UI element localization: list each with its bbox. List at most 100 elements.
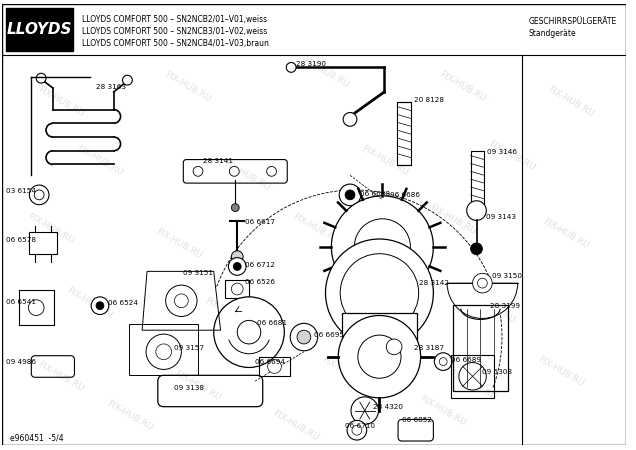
Circle shape xyxy=(478,278,487,288)
Text: 09 3143: 09 3143 xyxy=(487,215,516,220)
Text: FIX-HUB.RU: FIX-HUB.RU xyxy=(536,355,586,388)
Text: FIX-HUB.RU: FIX-HUB.RU xyxy=(321,355,370,388)
Text: LLOYDS COMFORT 500 – SN2NCB2/01–V01,weiss: LLOYDS COMFORT 500 – SN2NCB2/01–V01,weis… xyxy=(82,15,267,24)
Text: FIX-HUB.RU: FIX-HUB.RU xyxy=(360,144,409,177)
Text: 28 3199: 28 3199 xyxy=(490,303,520,309)
Circle shape xyxy=(174,294,188,308)
Text: 06 6686: 06 6686 xyxy=(391,192,420,198)
Text: 06 6695: 06 6695 xyxy=(314,332,343,338)
Circle shape xyxy=(123,75,132,85)
Wedge shape xyxy=(447,283,518,319)
Text: 28 3163: 28 3163 xyxy=(96,84,126,90)
Text: LLOYDS: LLOYDS xyxy=(6,22,72,36)
Circle shape xyxy=(343,112,357,126)
Circle shape xyxy=(232,204,239,211)
Circle shape xyxy=(386,339,402,355)
Bar xyxy=(453,305,508,391)
Text: 20 8128: 20 8128 xyxy=(414,97,444,103)
Bar xyxy=(129,324,198,375)
Text: 06 6617: 06 6617 xyxy=(245,220,275,225)
Text: 09 4986: 09 4986 xyxy=(6,359,36,365)
Circle shape xyxy=(286,63,296,72)
Bar xyxy=(451,355,494,398)
Circle shape xyxy=(345,190,355,200)
Text: FIX-HUB.RU: FIX-HUB.RU xyxy=(448,369,497,403)
Text: 28 4320: 28 4320 xyxy=(373,404,403,410)
Text: GESCHIRRSPÜLGERÄTE: GESCHIRRSPÜLGERÄTE xyxy=(529,18,617,27)
Text: 03 6154: 03 6154 xyxy=(6,188,36,194)
Bar xyxy=(342,313,417,357)
Text: LLOYDS COMFORT 500 – SN2NCB3/01–V02,weiss: LLOYDS COMFORT 500 – SN2NCB3/01–V02,weis… xyxy=(82,27,268,36)
Text: 28 3142: 28 3142 xyxy=(418,280,448,286)
Text: 09 3151: 09 3151 xyxy=(183,270,213,276)
Circle shape xyxy=(91,297,109,315)
Circle shape xyxy=(471,243,482,255)
Circle shape xyxy=(326,239,433,347)
Text: LLOYDS COMFORT 500 – SN2NCB4/01–V03,braun: LLOYDS COMFORT 500 – SN2NCB4/01–V03,brau… xyxy=(82,39,269,48)
Circle shape xyxy=(467,201,487,220)
Text: 28 3190: 28 3190 xyxy=(296,61,326,67)
Text: 28 3187: 28 3187 xyxy=(414,345,444,351)
Bar xyxy=(471,151,485,205)
Circle shape xyxy=(459,363,487,390)
Circle shape xyxy=(193,166,203,176)
Circle shape xyxy=(156,344,172,360)
Bar xyxy=(29,232,57,254)
Circle shape xyxy=(338,315,420,398)
Bar xyxy=(18,290,54,325)
Circle shape xyxy=(290,324,317,351)
Circle shape xyxy=(232,251,243,262)
Circle shape xyxy=(34,190,44,200)
Circle shape xyxy=(232,283,243,295)
Text: 06 6681: 06 6681 xyxy=(257,320,287,326)
Text: FIX-HUB.RU: FIX-HUB.RU xyxy=(203,296,252,329)
Bar xyxy=(6,8,73,51)
Bar xyxy=(226,280,249,298)
Text: FIX-HUB.RU: FIX-HUB.RU xyxy=(272,409,321,442)
Text: 06 6524: 06 6524 xyxy=(108,300,138,306)
Circle shape xyxy=(266,166,277,176)
Text: 09 3138: 09 3138 xyxy=(174,385,204,391)
Circle shape xyxy=(96,302,104,310)
Text: FIX-HUB.RU: FIX-HUB.RU xyxy=(340,281,389,315)
Circle shape xyxy=(297,330,311,344)
Circle shape xyxy=(146,334,181,369)
Circle shape xyxy=(340,254,418,332)
Circle shape xyxy=(230,166,239,176)
Text: FIX-HUB.RU: FIX-HUB.RU xyxy=(36,85,85,118)
Text: 06 6688: 06 6688 xyxy=(360,191,390,197)
Circle shape xyxy=(233,262,241,270)
Circle shape xyxy=(36,73,46,83)
Bar xyxy=(259,357,290,376)
Text: FIX-HUB.RU: FIX-HUB.RU xyxy=(541,217,590,251)
Circle shape xyxy=(434,353,452,370)
Text: 09 5308: 09 5308 xyxy=(482,369,513,375)
Circle shape xyxy=(228,258,246,275)
Text: FIX-HUB.RU: FIX-HUB.RU xyxy=(66,286,114,320)
Text: 06 6694: 06 6694 xyxy=(255,359,285,365)
Text: FIX-HUB.RU: FIX-HUB.RU xyxy=(154,227,203,261)
Text: e960451  -5/4: e960451 -5/4 xyxy=(10,433,64,442)
Circle shape xyxy=(214,297,284,368)
Circle shape xyxy=(29,185,49,205)
Text: 06 6541: 06 6541 xyxy=(6,299,36,305)
Text: FIX-HUB.RU: FIX-HUB.RU xyxy=(223,158,272,192)
Circle shape xyxy=(268,360,281,374)
Text: FIX-HUB.RU: FIX-HUB.RU xyxy=(291,212,340,246)
Text: 09 3157: 09 3157 xyxy=(174,345,204,351)
Circle shape xyxy=(439,358,447,365)
Text: FIX-HUB.RU: FIX-HUB.RU xyxy=(546,85,595,118)
Text: 28 3141: 28 3141 xyxy=(203,158,233,164)
Text: FIX-HUB.RU: FIX-HUB.RU xyxy=(174,369,223,403)
Text: FIX-HUB.RU: FIX-HUB.RU xyxy=(487,139,536,172)
Text: 06 6689: 06 6689 xyxy=(451,357,481,363)
Text: FIX-HUB.RU: FIX-HUB.RU xyxy=(438,70,487,104)
Circle shape xyxy=(165,285,197,316)
Text: 09 3146: 09 3146 xyxy=(487,149,517,155)
Text: FIX-HUB.RU: FIX-HUB.RU xyxy=(418,394,468,428)
Circle shape xyxy=(473,273,492,293)
Text: FIX-HUB.RU: FIX-HUB.RU xyxy=(36,360,85,393)
Circle shape xyxy=(354,219,410,275)
Text: 06 6578: 06 6578 xyxy=(6,237,36,243)
Circle shape xyxy=(237,320,261,344)
